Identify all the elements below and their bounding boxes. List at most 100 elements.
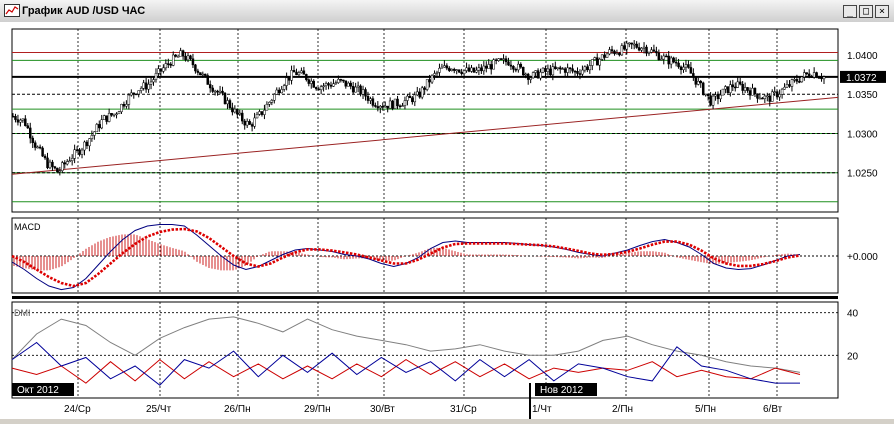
candle-body	[773, 91, 776, 93]
candle-body	[812, 72, 816, 78]
candle-body	[726, 86, 730, 93]
candle	[549, 64, 552, 77]
candle	[159, 68, 163, 77]
candle	[73, 144, 76, 164]
candle-body	[184, 55, 187, 61]
candle	[632, 40, 636, 50]
candle	[48, 159, 52, 170]
candle	[374, 102, 377, 108]
candle	[751, 83, 754, 96]
candle	[480, 64, 483, 74]
candle	[238, 109, 242, 117]
candle-body	[756, 93, 759, 99]
dmi-panel[interactable]: 40 20 DMI	[11, 296, 859, 399]
candle	[127, 93, 131, 110]
candle	[573, 70, 577, 76]
candle-body	[477, 67, 481, 71]
candle-body	[509, 64, 513, 67]
candle	[290, 65, 293, 85]
candle-body	[539, 71, 542, 79]
minimize-button[interactable]: _	[843, 5, 857, 18]
candle	[75, 146, 79, 153]
candle-body	[268, 101, 271, 105]
candle	[356, 81, 360, 93]
candle-body	[21, 118, 25, 121]
candle-body	[157, 68, 160, 74]
candle-body	[176, 56, 180, 58]
candle	[282, 83, 286, 92]
candle	[344, 80, 348, 89]
candle	[440, 63, 444, 69]
candle-body	[628, 42, 631, 45]
candle	[162, 64, 165, 74]
candle-body	[748, 90, 752, 96]
candle-body	[56, 167, 59, 173]
candle-body	[199, 72, 202, 76]
candle	[179, 47, 182, 57]
candle-body	[38, 146, 42, 149]
candle	[667, 50, 670, 69]
candle-body	[674, 61, 678, 64]
candle	[413, 91, 417, 107]
candle	[176, 54, 180, 58]
candle	[369, 96, 372, 105]
candle	[38, 144, 42, 150]
candle	[117, 110, 121, 115]
candle-body	[746, 87, 749, 91]
candle-body	[85, 141, 89, 147]
candle	[578, 69, 582, 80]
candle-body	[95, 124, 99, 133]
candle	[753, 87, 757, 98]
candle	[522, 66, 525, 76]
candle-body	[307, 79, 311, 84]
candle-body	[305, 74, 308, 80]
candle-body	[11, 115, 15, 118]
candle	[51, 159, 54, 171]
candle	[719, 89, 722, 103]
candle-body	[719, 94, 722, 100]
candle	[561, 67, 564, 70]
candle	[635, 41, 638, 49]
candle-body	[70, 158, 74, 162]
candle-body	[332, 83, 335, 87]
candle	[640, 47, 643, 52]
candle	[475, 66, 478, 74]
close-button[interactable]: ×	[875, 5, 889, 18]
candle	[438, 63, 441, 77]
macd-histogram	[13, 234, 798, 271]
candle-body	[623, 45, 626, 50]
candle-body	[238, 112, 242, 115]
price-panel[interactable]: 1.0250 1.0300 1.0350 1.0400 1.0372	[11, 28, 886, 213]
day-label: 29/Пн	[304, 404, 331, 415]
candle-body	[758, 97, 762, 100]
candle-body	[507, 61, 510, 66]
candle-body	[14, 116, 17, 120]
candle-body	[46, 157, 49, 169]
candle-body	[137, 90, 140, 95]
candle-body	[692, 73, 695, 78]
candle	[544, 65, 547, 77]
candle-body	[282, 85, 286, 90]
candle-body	[83, 141, 86, 151]
candle	[425, 79, 429, 92]
candle	[443, 60, 446, 68]
candle-body	[425, 79, 429, 90]
candle	[470, 64, 473, 73]
candle-body	[302, 70, 306, 75]
candle-body	[240, 112, 244, 122]
candle	[485, 61, 488, 73]
candle-body	[110, 113, 113, 116]
maximize-button[interactable]: □	[859, 5, 873, 18]
candle	[327, 82, 330, 90]
candle	[502, 54, 505, 64]
candle	[711, 94, 715, 110]
candle-body	[152, 79, 155, 83]
candle-body	[687, 64, 690, 68]
dmi-panel-title: DMI	[14, 308, 31, 318]
candle-body	[697, 81, 700, 85]
candle-body	[204, 73, 207, 76]
candle-body	[149, 81, 153, 85]
candle	[637, 42, 641, 52]
candle	[381, 102, 385, 111]
macd-panel[interactable]: MACD +0.000	[11, 217, 878, 294]
